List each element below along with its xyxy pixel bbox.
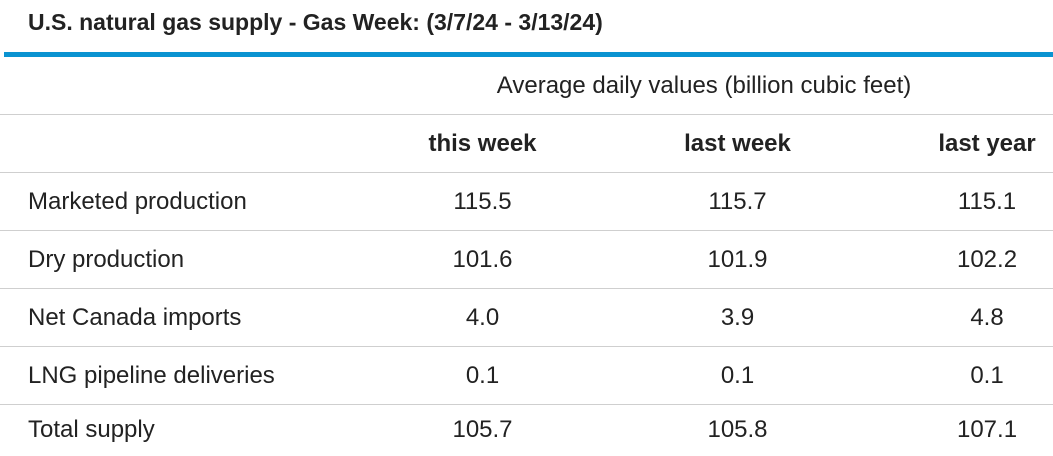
value-cell: 105.8 [610, 404, 865, 455]
row-label: LNG pipeline deliveries [0, 346, 355, 405]
empty-cell [0, 58, 355, 115]
column-header: last year [865, 114, 1053, 173]
column-header-row: this week last week last year [0, 114, 1053, 173]
row-label: Dry production [0, 230, 355, 289]
value-cell: 3.9 [610, 288, 865, 347]
value-cell: 105.7 [355, 404, 610, 455]
row-label: Marketed production [0, 172, 355, 231]
data-row: LNG pipeline deliveries 0.1 0.1 0.1 [0, 346, 1053, 405]
value-cell: 101.9 [610, 230, 865, 289]
value-cell: 115.1 [865, 172, 1053, 231]
value-cell: 107.1 [865, 404, 1053, 455]
supply-table: Average daily values (billion cubic feet… [0, 58, 1053, 455]
column-header: this week [355, 114, 610, 173]
data-row: Total supply 105.7 105.8 107.1 [0, 404, 1053, 455]
value-cell: 4.8 [865, 288, 1053, 347]
group-header: Average daily values (billion cubic feet… [496, 72, 912, 99]
value-cell: 0.1 [610, 346, 865, 405]
group-row: Average daily values (billion cubic feet… [0, 58, 1053, 115]
value-cell: 115.7 [610, 172, 865, 231]
title-rule [4, 52, 1053, 57]
table-body: Average daily values (billion cubic feet… [0, 58, 1053, 455]
value-cell: 0.1 [355, 346, 610, 405]
value-cell: 115.5 [355, 172, 610, 231]
title: U.S. natural gas supply - Gas Week: (3/7… [28, 9, 603, 35]
data-row: Dry production 101.6 101.9 102.2 [0, 230, 1053, 289]
data-row: Marketed production 115.5 115.7 115.1 [0, 172, 1053, 231]
value-cell: 102.2 [865, 230, 1053, 289]
value-cell: 4.0 [355, 288, 610, 347]
column-header: last week [610, 114, 865, 173]
value-cell: 101.6 [355, 230, 610, 289]
value-cell: 0.1 [865, 346, 1053, 405]
data-row: Net Canada imports 4.0 3.9 4.8 [0, 288, 1053, 347]
empty-cell [0, 114, 355, 173]
row-label: Total supply [0, 404, 355, 455]
row-label: Net Canada imports [0, 288, 355, 347]
